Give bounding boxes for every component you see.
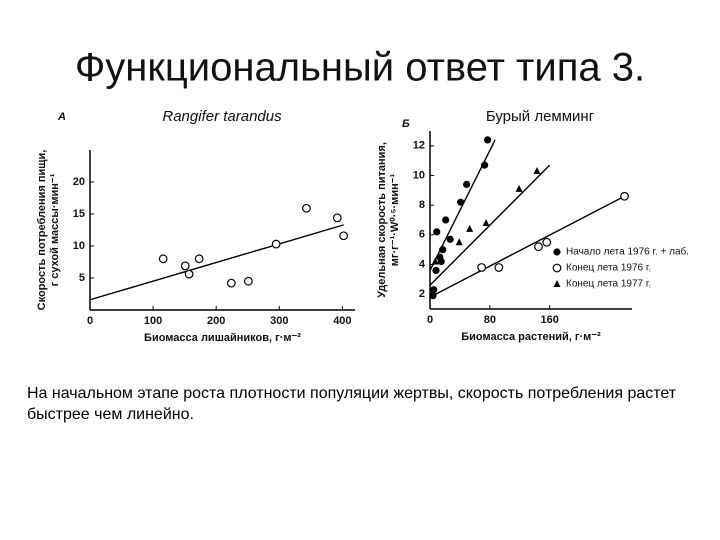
point — [431, 257, 439, 265]
point — [477, 263, 487, 272]
x-tick-label: 400 — [333, 315, 351, 327]
x-axis-label: Биомасса лишайников, г·м⁻² — [144, 332, 301, 344]
point — [332, 213, 342, 223]
y-tick-label: 8 — [419, 199, 425, 211]
legend-label: Конец лета 1976 г. — [566, 263, 651, 274]
y-tick-label: 4 — [419, 258, 426, 270]
point — [271, 239, 281, 249]
legend-label: Конец лета 1977 г. — [566, 279, 651, 290]
x-tick-label: 300 — [270, 315, 288, 327]
y-tick-label: 5 — [79, 272, 85, 284]
point — [620, 191, 629, 201]
legend-marker — [553, 280, 561, 287]
point — [180, 261, 190, 271]
y-tick-label: 10 — [73, 240, 85, 252]
point — [429, 292, 437, 300]
y-tick-label: 6 — [419, 229, 425, 241]
legend-label: Начало лета 1976 г. + лаб. — [566, 246, 689, 258]
point — [302, 203, 311, 213]
y-axis-label: г сухой массы·мин⁻¹ — [49, 173, 61, 286]
x-tick-label: 100 — [144, 315, 162, 327]
y-axis-label: Удельная скорость питания, — [376, 142, 388, 298]
panel-letter: А — [57, 111, 66, 123]
point — [226, 278, 236, 288]
y-tick-label: 15 — [73, 208, 85, 220]
chart-title: Rangifer tarandus — [162, 108, 282, 125]
chart: Функциональный ответ типа 3. Rangifer ta… — [36, 46, 689, 344]
point — [243, 276, 253, 286]
point — [463, 180, 471, 188]
point — [194, 254, 204, 264]
legend-marker — [552, 263, 562, 273]
point — [433, 228, 441, 236]
point — [482, 218, 490, 226]
y-tick-label: 12 — [413, 140, 425, 152]
point — [457, 198, 465, 206]
x-tick-label: 0 — [87, 315, 93, 327]
slide-title: Функциональный ответ типа 3. — [75, 46, 645, 90]
y-tick-label: 20 — [73, 176, 85, 188]
panel-letter: Б — [402, 118, 410, 130]
point — [515, 184, 523, 192]
point — [446, 235, 454, 243]
point — [430, 286, 438, 294]
fit-line — [429, 195, 625, 298]
x-tick-label: 0 — [427, 314, 433, 326]
point — [442, 216, 450, 224]
point — [484, 136, 492, 144]
chart-title: Бурый лемминг — [486, 108, 595, 125]
fit-line — [429, 164, 551, 286]
point — [439, 246, 447, 254]
point — [437, 257, 445, 266]
x-tick-label: 80 — [484, 314, 496, 326]
point — [542, 237, 552, 247]
point — [184, 269, 194, 279]
point — [158, 254, 168, 264]
y-tick-label: 10 — [413, 169, 425, 181]
point — [466, 224, 474, 232]
point — [533, 167, 541, 175]
x-tick-label: 160 — [541, 314, 559, 326]
y-tick-label: 2 — [419, 288, 425, 300]
point — [494, 263, 504, 272]
point — [481, 161, 489, 169]
point — [534, 242, 543, 252]
fit-line — [89, 224, 344, 301]
x-tick-label: 200 — [207, 315, 225, 327]
point — [339, 231, 349, 241]
point — [432, 266, 440, 275]
point — [455, 238, 463, 246]
y-axis-label: Скорость потребления пищи, — [36, 150, 48, 311]
x-axis-label: Биомасса растений, г·м⁻² — [461, 331, 601, 343]
legend-marker — [553, 248, 561, 256]
y-axis-label: мг·г⁻¹·W⁰·⁵·мин⁻¹ — [389, 173, 401, 266]
caption: На начальном этапе роста плотности попул… — [27, 385, 677, 423]
